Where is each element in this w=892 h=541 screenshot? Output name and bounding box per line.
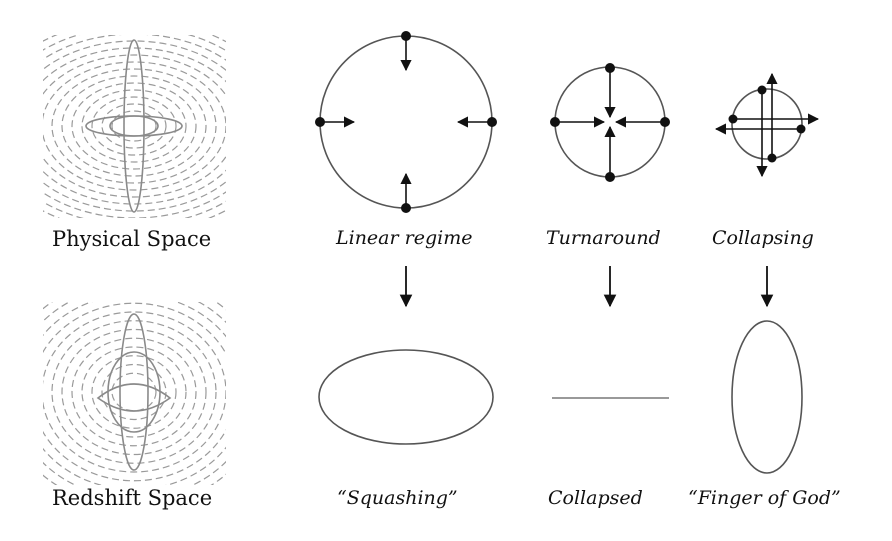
flow-line (43, 54, 226, 198)
linear-regime-particles (315, 31, 497, 213)
collapsing-label: Collapsing (712, 227, 814, 249)
flow-line (61, 328, 207, 456)
physical-space-label: Physical Space (52, 227, 212, 251)
flow-line (101, 103, 167, 149)
collapsing-particles (728, 85, 806, 163)
flow-line (43, 302, 226, 485)
turnaround-arrows (555, 68, 665, 177)
redshift-space-label: Redshift Space (52, 486, 213, 510)
flow-line (43, 302, 226, 482)
flow-line (91, 355, 177, 429)
flow-line (91, 96, 177, 156)
squashing-ellipse (318, 349, 494, 445)
flow-line (111, 110, 157, 142)
redshift-space-contour (96, 313, 172, 471)
flow-line (81, 89, 187, 163)
flow-line (101, 363, 167, 421)
flow-line (111, 372, 157, 412)
flow-line (43, 35, 226, 218)
physical-space-flow-panel (43, 35, 226, 218)
flow-line (43, 311, 226, 473)
flow-line (43, 61, 226, 191)
linear-regime-label: Linear regime (336, 227, 473, 249)
redshift-space-flow-panel (0, 260, 286, 525)
flow-line (43, 302, 226, 485)
flow-line (43, 40, 226, 212)
flow-line (43, 47, 226, 205)
collapsed-label: Collapsed (548, 487, 643, 509)
flow-line (43, 35, 226, 218)
finger-of-god-ellipse (731, 320, 803, 474)
turnaround-particles (550, 63, 670, 182)
flow-line (81, 346, 187, 438)
collapsing-diagram (731, 88, 803, 160)
flow-line (71, 82, 197, 170)
physical-space-contour (85, 39, 183, 213)
collapsing-arrows (714, 72, 820, 178)
turnaround-label: Turnaround (546, 227, 661, 249)
squashing-label: “Squashing” (337, 487, 458, 509)
flow-line (0, 260, 286, 525)
transition-arrows (399, 266, 774, 308)
linear-regime-arrows (320, 36, 492, 208)
finger-of-god-label: “Finger of God” (688, 487, 841, 509)
flow-line (51, 68, 217, 184)
flow-line (51, 320, 217, 464)
flow-line (71, 337, 197, 447)
flow-line (61, 75, 207, 177)
flow-line (0, 268, 276, 516)
